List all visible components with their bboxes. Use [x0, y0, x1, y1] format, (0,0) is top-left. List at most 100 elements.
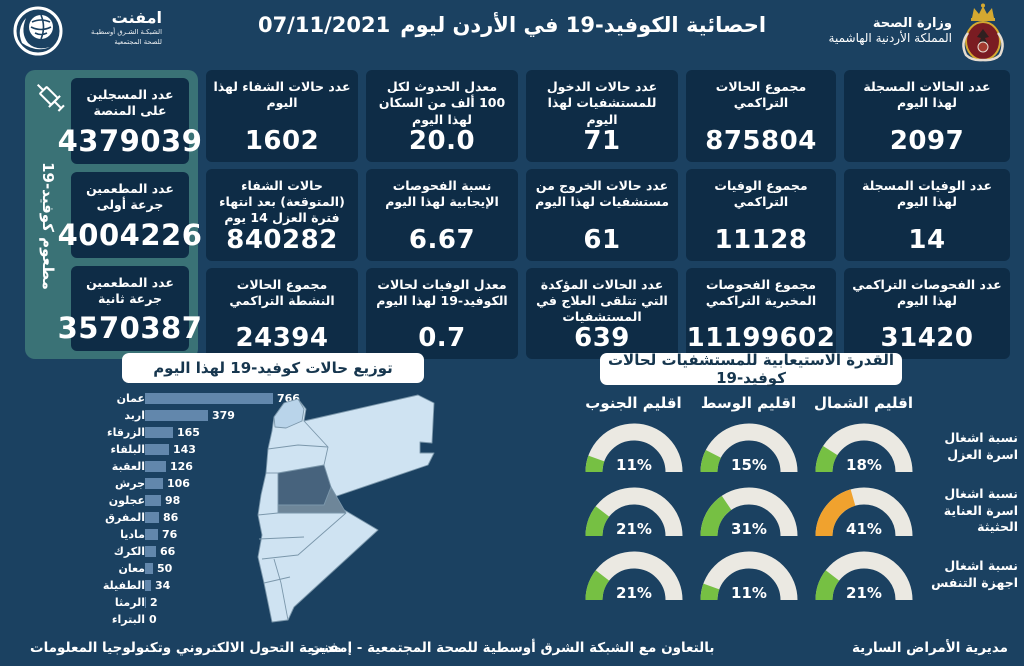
- region-header: اقليم الشمال: [814, 394, 913, 412]
- stat-card: حالات الشفاء (المتوقعة) بعد انتهاء فترة …: [206, 168, 358, 261]
- stat-label: عدد الحالات المؤكدة التي تتلقى العلاج في…: [536, 276, 668, 325]
- stat-card: عدد حالات الدخول للمستشفيات لهذا اليوم 71: [526, 70, 678, 162]
- bar-value: 0: [149, 613, 157, 626]
- bar-category-label: الزرقاء: [106, 426, 145, 439]
- report-date: 07/11/2021: [257, 13, 391, 37]
- stat-label: مجموع الوفيات التراكمي: [714, 177, 808, 209]
- bar-category-label: اربد: [124, 409, 145, 422]
- stat-value: 1602: [244, 125, 320, 156]
- bar: [145, 410, 208, 421]
- bar: [145, 529, 158, 540]
- governorate-bar-chart: عمان 766 اربد 379 الزرقاء 165 البلقاء 143 العقبة…: [86, 390, 300, 628]
- hospital-capacity-title: القدرة الاستيعابية للمستشفيات لحالات كوف…: [600, 351, 902, 387]
- gauge: 15%: [696, 418, 802, 476]
- bar: [145, 580, 151, 591]
- bar-value: 34: [155, 579, 171, 592]
- stat-label: حالات الشفاء (المتوقعة) بعد انتهاء فترة …: [219, 177, 345, 226]
- stat-card: نسبة الفحوصات الإيجابية لهذا اليوم 6.67: [366, 168, 518, 261]
- svg-text:11%: 11%: [731, 584, 767, 602]
- gauge-row-label: نسبة اشغال اجهزة التنفس: [931, 558, 1018, 590]
- bar-row: ماديا 76: [86, 526, 300, 543]
- stat-value: 11128: [714, 224, 808, 255]
- gauge: 21%: [581, 546, 687, 604]
- vaccination-stat-card: عدد المطعمين جرعة أولى 4004226: [58, 171, 202, 258]
- stat-label: نسبة الفحوصات الإيجابية لهذا اليوم: [385, 177, 499, 209]
- stat-value: 14: [908, 224, 946, 255]
- stat-card: عدد الحالات المؤكدة التي تتلقى العلاج في…: [526, 267, 678, 360]
- stat-card: عدد الحالات المسجلة لهذا اليوم 2097: [844, 70, 1010, 162]
- stat-card: مجموع الحالات النشطة التراكمي 24394: [206, 267, 358, 360]
- stat-value: 31420: [880, 323, 974, 354]
- bar-category-label: الرمثا: [114, 596, 145, 609]
- gauge: 18%: [811, 418, 917, 476]
- footer-collaboration: بالتعاون مع الشبكة الشرق أوسطية للصحة ال…: [309, 640, 715, 656]
- stat-card: معدل الحدوث لكل 100 ألف من السكان لهذا ا…: [366, 70, 518, 162]
- region-header: اقليم الوسط: [700, 394, 797, 412]
- gauge-icon: 31%: [700, 487, 797, 538]
- stat-label: عدد الحالات المسجلة لهذا اليوم: [863, 79, 991, 111]
- stat-value: 840282: [226, 224, 338, 255]
- ministry-name: وزارة الصحة: [872, 16, 952, 31]
- page-title: احصائية الكوفيد-19 في الأردن ليوم 07/11/…: [258, 13, 766, 37]
- syringe-icon: [36, 83, 65, 112]
- stat-value: 11199602: [686, 323, 836, 354]
- stat-value: 20.0: [408, 125, 476, 156]
- svg-text:21%: 21%: [616, 520, 652, 538]
- gauge: 11%: [696, 546, 802, 604]
- bar-category-label: معان: [118, 562, 145, 575]
- stat-value: 6.67: [408, 224, 476, 255]
- gauge-icon: 11%: [700, 551, 797, 602]
- bar: [145, 546, 156, 557]
- stat-card: عدد حالات الشفاء لهذا اليوم 1602: [206, 70, 358, 162]
- stat-card: عدد الوفيات المسجلة لهذا اليوم 14: [844, 168, 1010, 261]
- stat-value: 4004226: [57, 217, 203, 252]
- gauge-icon: 18%: [815, 423, 912, 474]
- vaccination-panel: مطعوم كوفيد-19 عدد المسجلين على المنصة 43…: [25, 70, 202, 360]
- gauge: 31%: [696, 482, 802, 540]
- bar-value: 165: [177, 426, 200, 439]
- bar-value: 50: [157, 562, 173, 575]
- bar-category-label: جرش: [115, 477, 145, 490]
- bar-value: 86: [163, 511, 179, 524]
- gauge-row-label: نسبة اشغال اسرة العناية الحثيثة: [943, 485, 1018, 535]
- stat-value: 875804: [705, 125, 817, 156]
- emphnet-logo: امفنت الشبكـة الشـرق أوسطيـة للصحة المجت…: [12, 5, 162, 57]
- kingdom-name: المملكة الأردنية الهاشمية: [828, 31, 952, 45]
- bar: [145, 461, 166, 472]
- region-header: اقليم الجنوب: [585, 394, 682, 412]
- bar: [145, 427, 173, 438]
- bar-category-label: المفرق: [105, 511, 145, 524]
- bar-row: المفرق 86: [86, 509, 300, 526]
- stat-card: مجموع الحالات التراكمي 875804: [686, 70, 836, 162]
- stat-label: عدد حالات الدخول للمستشفيات لهذا اليوم: [546, 79, 658, 127]
- stat-value: 639: [574, 323, 630, 354]
- bar-row: عجلون 98: [86, 492, 300, 509]
- emphnet-globe-icon: [13, 6, 63, 56]
- gauge-icon: 21%: [585, 551, 682, 602]
- svg-text:18%: 18%: [846, 456, 882, 474]
- stat-value: 0.7: [418, 323, 466, 354]
- stat-value: 4379039: [57, 123, 203, 158]
- footer-directorate-it: مديرية التحول الالكتروني وتكنولوجيا المع…: [30, 640, 342, 656]
- stat-value: 3570387: [57, 311, 203, 346]
- bar-value: 2: [150, 596, 158, 609]
- gauge: 41%: [811, 482, 917, 540]
- bar-value: 106: [167, 477, 190, 490]
- ministry-block: وزارة الصحة المملكة الأردنية الهاشمية: [829, 16, 952, 45]
- stat-label: معدل الحدوث لكل 100 ألف من السكان لهذا ا…: [378, 79, 506, 127]
- hospital-capacity-gauges: اقليم الجنوب اقليم الوسط اقليم الشمال 11% …: [576, 394, 1018, 604]
- gauge: 21%: [811, 546, 917, 604]
- bar-row: الطفيلة 34: [86, 577, 300, 594]
- bar-value: 76: [162, 528, 178, 541]
- bar-value: 143: [173, 443, 196, 456]
- stat-label: معدل الوفيات لحالات الكوفيد-19 لهذا اليو…: [376, 276, 508, 308]
- bar-chart-title: توزيع حالات كوفيد-19 لهذا اليوم: [122, 353, 424, 383]
- stat-card: مجموع الفحوصات المخبرية التراكمي 11199602: [686, 267, 836, 360]
- bar-value: 66: [160, 545, 176, 558]
- stat-label: عدد حالات الشفاء لهذا اليوم: [213, 79, 351, 111]
- bar-row: البلقاء 143: [86, 441, 300, 458]
- stat-card: عدد الفحوصات التراكمي لهذا اليوم 31420: [844, 267, 1010, 360]
- stat-label: مجموع الحالات التراكمي: [715, 79, 807, 111]
- vaccination-panel-label: مطعوم كوفيد-19: [39, 162, 57, 291]
